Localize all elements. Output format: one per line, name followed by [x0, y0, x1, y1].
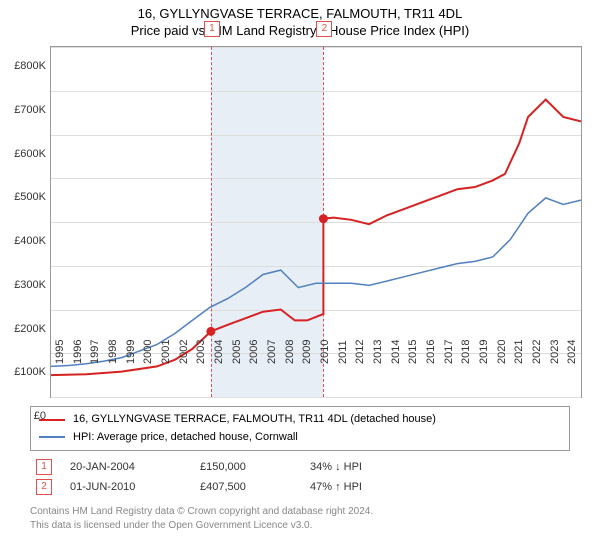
legend-label: HPI: Average price, detached house, Corn… [73, 429, 298, 447]
event-table: 1 20-JAN-2004£150,00034% ↓ HPI 2 01-JUN-201… [30, 457, 570, 497]
event-price: £150,000 [200, 461, 310, 473]
x-tick-label: 2023 [549, 340, 561, 364]
footer-line-2: This data is licensed under the Open Gov… [30, 519, 570, 533]
x-tick-label: 2022 [531, 340, 543, 364]
x-tick-label: 1998 [107, 340, 119, 364]
y-tick-label: £300K [14, 279, 46, 291]
x-tick-label: 2005 [231, 340, 243, 364]
event-marker: 2 [316, 21, 332, 37]
legend-swatch [39, 436, 65, 438]
x-tick-label: 2008 [284, 340, 296, 364]
x-tick-label: 2018 [460, 340, 472, 364]
footer: Contains HM Land Registry data © Crown c… [30, 505, 570, 533]
x-tick-label: 2016 [425, 340, 437, 364]
x-tick-label: 2010 [319, 340, 331, 364]
series-property [51, 100, 581, 376]
event-date: 20-JAN-2004 [70, 461, 200, 473]
event-diff: 47% ↑ HPI [310, 481, 410, 493]
y-tick-label: £100K [14, 366, 46, 378]
event-dot [319, 215, 327, 223]
x-tick-label: 2024 [566, 340, 578, 364]
x-tick-label: 2003 [195, 340, 207, 364]
legend-label: 16, GYLLYNGVASE TERRACE, FALMOUTH, TR11 … [73, 411, 436, 429]
event-price: £407,500 [200, 481, 310, 493]
y-tick-label: £400K [14, 235, 46, 247]
x-tick-label: 2012 [354, 340, 366, 364]
x-tick-label: 2014 [390, 340, 402, 364]
x-tick-label: 1996 [72, 340, 84, 364]
y-tick-label: £800K [14, 60, 46, 72]
event-dot [207, 327, 215, 335]
event-row: 1 20-JAN-2004£150,00034% ↓ HPI [30, 457, 570, 477]
x-tick-label: 2001 [160, 340, 172, 364]
x-tick-label: 2004 [213, 340, 225, 364]
y-tick-label: £700K [14, 104, 46, 116]
x-tick-label: 2000 [142, 340, 154, 364]
x-tick-label: 2007 [266, 340, 278, 364]
x-tick-label: 2013 [372, 340, 384, 364]
legend-item: HPI: Average price, detached house, Corn… [39, 429, 561, 447]
y-tick-label: £200K [14, 323, 46, 335]
x-tick-label: 2009 [301, 340, 313, 364]
y-tick-label: £600K [14, 148, 46, 160]
x-tick-label: 2011 [337, 340, 349, 364]
footer-line-1: Contains HM Land Registry data © Crown c… [30, 505, 570, 519]
x-tick-label: 1995 [54, 340, 66, 364]
x-tick-label: 2015 [407, 340, 419, 364]
event-number: 2 [36, 479, 52, 495]
page-title: 16, GYLLYNGVASE TERRACE, FALMOUTH, TR11 … [0, 0, 600, 21]
event-marker: 1 [204, 21, 220, 37]
x-tick-label: 2002 [178, 340, 190, 364]
x-tick-label: 1999 [125, 340, 137, 364]
event-row: 2 01-JUN-2010£407,50047% ↑ HPI [30, 477, 570, 497]
x-tick-label: 2017 [443, 340, 455, 364]
x-tick-label: 2021 [513, 340, 525, 364]
event-number: 1 [36, 459, 52, 475]
x-tick-label: 1997 [89, 340, 101, 364]
legend-item: 16, GYLLYNGVASE TERRACE, FALMOUTH, TR11 … [39, 411, 561, 429]
x-tick-label: 2019 [478, 340, 490, 364]
x-tick-label: 2020 [496, 340, 508, 364]
y-tick-label: £0 [34, 410, 46, 422]
y-tick-label: £500K [14, 191, 46, 203]
legend: 16, GYLLYNGVASE TERRACE, FALMOUTH, TR11 … [30, 406, 570, 451]
page-subtitle: Price paid vs. HM Land Registry's House … [0, 21, 600, 38]
x-tick-label: 2006 [248, 340, 260, 364]
event-date: 01-JUN-2010 [70, 481, 200, 493]
event-diff: 34% ↓ HPI [310, 461, 410, 473]
